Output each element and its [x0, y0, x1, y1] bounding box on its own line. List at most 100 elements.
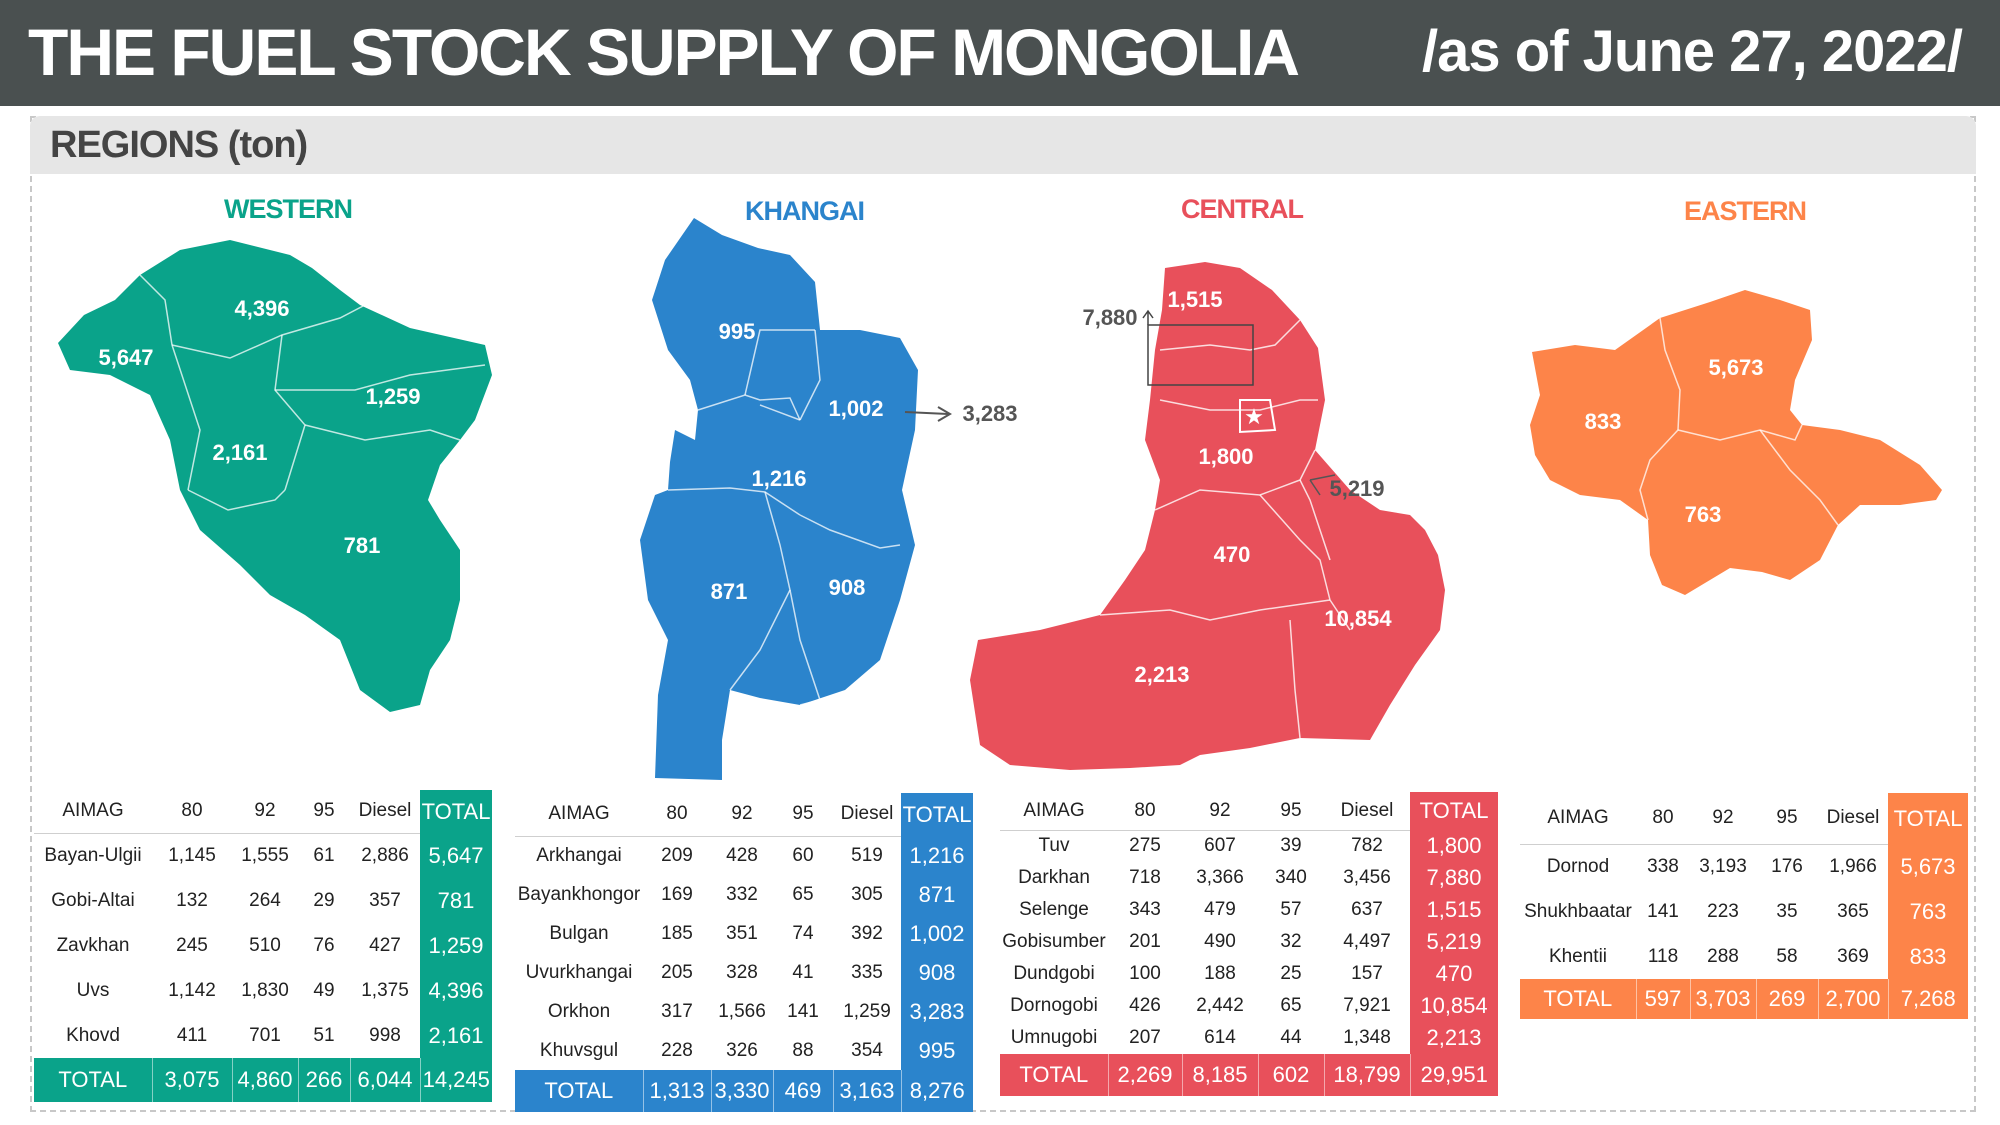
value-cell: 1,515	[1410, 894, 1498, 926]
value-cell: 871	[901, 875, 973, 914]
darkhan-callout-box	[1147, 324, 1254, 386]
aimag-name-cell: Uvurkhangai	[525, 961, 633, 983]
column-header-diesel: Diesel	[833, 793, 901, 837]
aimag-name-cell: Khuvsgul	[539, 1039, 619, 1061]
value-cell: 3,193	[1699, 855, 1747, 877]
value-cell: 365	[1837, 900, 1869, 922]
table-total-row: TOTAL 1,313 3,330 469 3,163 8,276	[515, 1070, 973, 1112]
region-title-western: WESTERN	[224, 194, 353, 224]
map-label-khangai-3: 1,216	[751, 466, 806, 491]
table-eastern: AIMAG 80 92 95 Diesel TOTAL Dornod 338 3,193 176 1…	[1520, 793, 1968, 1019]
table-row: Uvs 1,142 1,830 49 1,375 4,396	[34, 968, 492, 1013]
value-cell: 995	[901, 1031, 973, 1070]
value-cell: 4,497	[1343, 931, 1391, 952]
map-label-western-1: 4,396	[234, 296, 289, 321]
value-cell: 2,213	[1410, 1022, 1498, 1054]
aimag-name-cell: Darkhan	[1018, 867, 1090, 888]
header-bar	[0, 0, 2000, 106]
value-cell: 354	[851, 1039, 883, 1061]
value-cell: 326	[726, 1039, 758, 1061]
table-row: Bulgan 185 351 74 392 1,002	[515, 914, 973, 953]
table-row: Shukhbaatar 141 223 35 365 763	[1520, 889, 1968, 934]
total-value-cell: 602	[1258, 1054, 1325, 1096]
table-central: AIMAG 80 92 95 Diesel TOTAL Tuv 275 607 39 782 1,80…	[1000, 792, 1498, 1096]
column-header-total: TOTAL	[901, 793, 973, 836]
total-value-cell: 18,799	[1324, 1054, 1411, 1096]
khangai-map: 995 1,002 3,283 1,216 871 908	[640, 218, 1018, 780]
total-value-cell: 2,700	[1818, 979, 1889, 1019]
column-header-diesel: Diesel	[350, 790, 420, 834]
column-header-aimag: AIMAG	[1520, 793, 1636, 845]
table-row: Khentii 118 288 58 369 833	[1520, 934, 1968, 979]
column-header-total: TOTAL	[1888, 793, 1968, 844]
value-cell: 392	[851, 922, 883, 944]
value-cell: 338	[1647, 855, 1679, 877]
total-value-cell: 14,245	[422, 1067, 490, 1092]
map-label-central-3: 5,219	[1329, 476, 1384, 501]
table-row: Umnugobi 207 614 44 1,348 2,213	[1000, 1022, 1498, 1054]
table-header-row: AIMAG 80 92 95 Diesel TOTAL	[1000, 792, 1498, 831]
map-label-khangai-1: 1,002	[828, 396, 883, 421]
total-value-cell: 4,860	[232, 1058, 299, 1102]
value-cell: 3,283	[901, 992, 973, 1031]
value-cell: 60	[792, 844, 814, 866]
value-cell: 141	[787, 1000, 819, 1022]
map-label-western-4: 781	[344, 533, 381, 558]
table-row: Khovd 411 701 51 998 2,161	[34, 1013, 492, 1058]
eastern-region-shape	[1530, 290, 1942, 595]
total-value-cell: 266	[298, 1058, 351, 1102]
total-value-cell: 8,276	[909, 1078, 965, 1103]
value-cell: 1,145	[168, 844, 216, 866]
table-total-row: TOTAL 3,075 4,860 266 6,044 14,245	[34, 1058, 492, 1102]
value-cell: 118	[1647, 945, 1679, 967]
value-cell: 88	[792, 1039, 814, 1061]
value-cell: 427	[369, 934, 401, 956]
table-total-row: TOTAL 2,269 8,185 602 18,799 29,951	[1000, 1054, 1498, 1096]
map-label-central-5: 10,854	[1324, 606, 1392, 631]
table-row: Dornod 338 3,193 176 1,966 5,673	[1520, 844, 1968, 889]
eastern-map: 833 5,673 763	[1530, 290, 1942, 595]
column-header-80: 80	[1636, 793, 1690, 845]
value-cell: 1,259	[420, 923, 492, 968]
value-cell: 57	[1280, 899, 1302, 920]
aimag-name-cell: Gobi-Altai	[51, 889, 135, 911]
value-cell: 998	[369, 1024, 401, 1046]
region-title-central: CENTRAL	[1181, 194, 1304, 224]
value-cell: 411	[176, 1024, 208, 1046]
value-cell: 332	[726, 883, 758, 905]
table-header-row: AIMAG 80 92 95 Diesel TOTAL	[1520, 793, 1968, 845]
table-row: Zavkhan 245 510 76 427 1,259	[34, 923, 492, 968]
value-cell: 1,348	[1343, 1027, 1391, 1048]
aimag-name-cell: Tuv	[1038, 835, 1070, 857]
table-header-row: AIMAG 80 92 95 Diesel TOTAL	[515, 793, 973, 837]
column-header-92: 92	[232, 790, 298, 834]
region-title-khangai: KHANGAI	[745, 196, 865, 226]
value-cell: 340	[1275, 867, 1307, 888]
aimag-name-cell: Gobisumber	[1002, 931, 1106, 952]
aimag-name-cell: Uvs	[76, 979, 110, 1001]
table-row: Bayan-Ulgii 1,145 1,555 61 2,886 5,647	[34, 833, 492, 878]
table-header-row: AIMAG 80 92 95 Diesel TOTAL	[34, 790, 492, 834]
value-cell: 1,375	[361, 979, 409, 1001]
total-value-cell: 469	[773, 1070, 834, 1112]
value-cell: 29	[313, 889, 335, 911]
value-cell: 65	[1280, 995, 1302, 1016]
table-row: Arkhangai 209 428 60 519 1,216	[515, 836, 973, 875]
total-label-cell: TOTAL	[1000, 1054, 1109, 1096]
column-header-92: 92	[1690, 793, 1756, 845]
aimag-name-cell: Zavkhan	[56, 934, 130, 956]
column-header-95: 95	[298, 790, 350, 834]
aimag-name-cell: Shukhbaatar	[1524, 900, 1632, 922]
map-label-khangai-2: 3,283	[962, 401, 1017, 426]
value-cell: 1,800	[1410, 830, 1498, 862]
value-cell: 205	[661, 961, 693, 983]
column-header-80: 80	[643, 793, 711, 837]
value-cell: 157	[1351, 963, 1383, 984]
map-label-central-0: 1,515	[1167, 287, 1222, 312]
total-label-cell: TOTAL	[34, 1058, 153, 1102]
value-cell: 328	[726, 961, 758, 983]
value-cell: 2,161	[420, 1013, 492, 1058]
total-label-cell: TOTAL	[515, 1070, 644, 1112]
aimag-name-cell: Orkhon	[547, 1000, 611, 1022]
